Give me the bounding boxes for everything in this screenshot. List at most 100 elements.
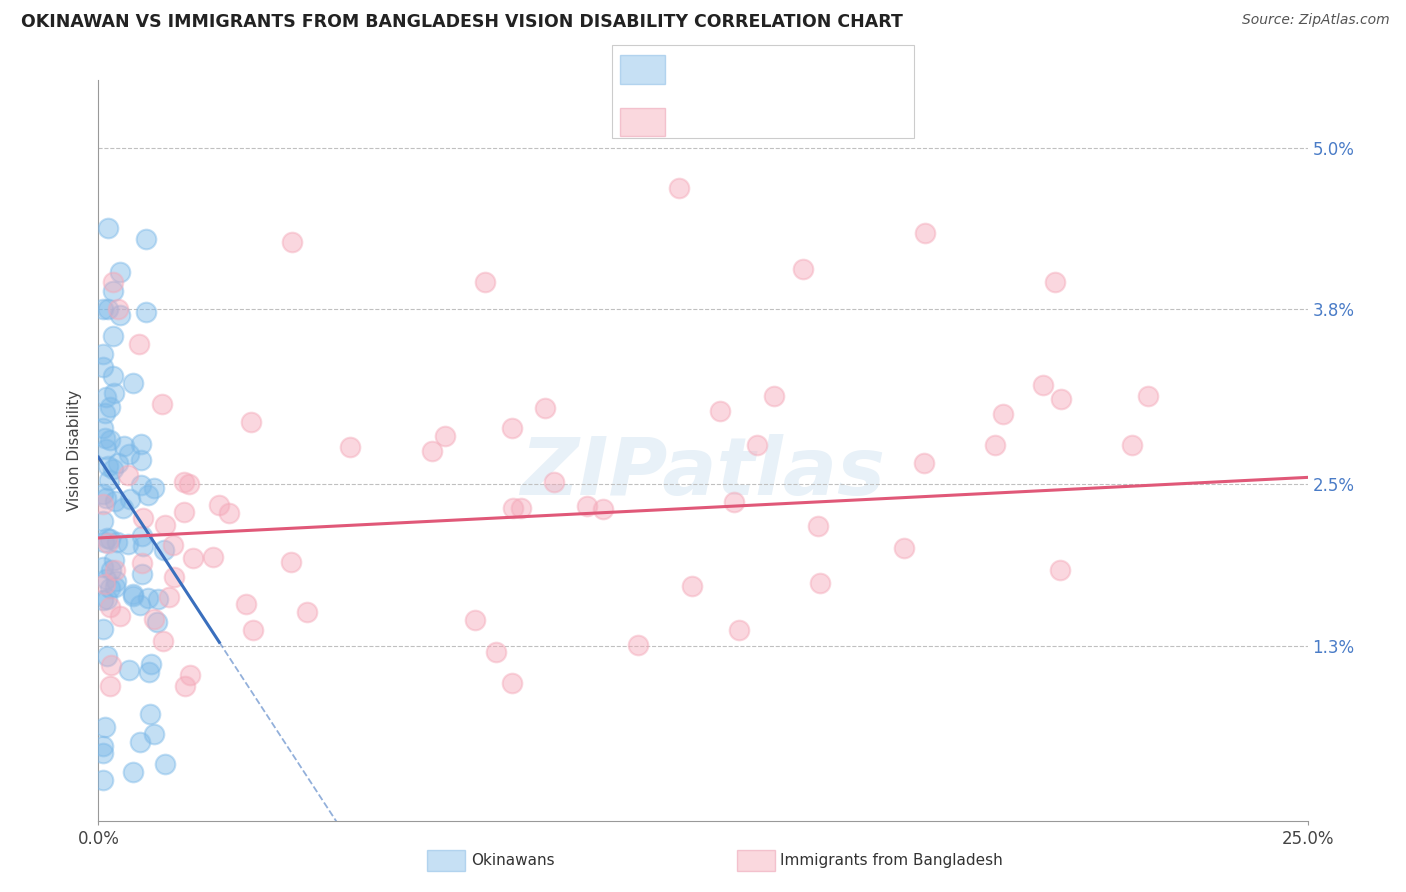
Point	[98, 473, 121, 487]
Point	[993, 407, 1015, 421]
Point	[94, 431, 117, 445]
Point	[146, 615, 169, 630]
Text: R =: R =	[671, 113, 707, 131]
Point	[202, 549, 225, 564]
Point	[91, 739, 114, 754]
Point	[98, 532, 121, 546]
Point	[122, 376, 145, 391]
Point	[103, 553, 125, 567]
Text: 72: 72	[804, 113, 828, 131]
Point	[101, 369, 124, 384]
Point	[91, 515, 114, 529]
Point	[129, 437, 152, 451]
Point	[100, 563, 122, 577]
Point	[339, 441, 361, 455]
Point	[420, 443, 443, 458]
Point	[157, 590, 180, 604]
Point	[91, 487, 114, 501]
Point	[576, 500, 599, 514]
Point	[96, 649, 118, 664]
Point	[173, 475, 195, 490]
Point	[155, 517, 177, 532]
Point	[129, 734, 152, 748]
Y-axis label: Vision Disability: Vision Disability	[67, 390, 83, 511]
Point	[107, 456, 129, 470]
Text: ZIPatlas: ZIPatlas	[520, 434, 886, 512]
Point	[627, 638, 650, 652]
Point	[118, 447, 141, 461]
Point	[984, 438, 1007, 452]
Point	[122, 764, 145, 779]
Point	[218, 506, 240, 520]
Point	[91, 359, 114, 374]
Point	[94, 390, 117, 404]
Point	[139, 657, 162, 671]
Point	[101, 329, 124, 343]
Point	[118, 491, 141, 506]
Point	[135, 232, 157, 246]
Point	[105, 535, 128, 549]
Point	[98, 400, 121, 414]
Point	[118, 663, 141, 677]
Text: Immigrants from Bangladesh: Immigrants from Bangladesh	[780, 854, 1002, 868]
Text: OKINAWAN VS IMMIGRANTS FROM BANGLADESH VISION DISABILITY CORRELATION CHART: OKINAWAN VS IMMIGRANTS FROM BANGLADESH V…	[21, 13, 903, 31]
Point	[281, 235, 304, 249]
Text: Source: ZipAtlas.com: Source: ZipAtlas.com	[1241, 13, 1389, 28]
Point	[295, 605, 318, 619]
Point	[97, 458, 120, 473]
Point	[136, 488, 159, 502]
Point	[97, 221, 120, 235]
Point	[108, 308, 131, 322]
Point	[91, 773, 114, 788]
Point	[239, 416, 262, 430]
Point	[893, 541, 915, 555]
Point	[138, 665, 160, 679]
Point	[1049, 563, 1071, 577]
Point	[723, 494, 745, 508]
Point	[792, 262, 814, 277]
Point	[101, 285, 124, 299]
Point	[111, 500, 134, 515]
Point	[681, 579, 703, 593]
Point	[98, 600, 121, 615]
Point	[93, 534, 115, 549]
Point	[100, 679, 122, 693]
Point	[138, 707, 160, 722]
Point	[107, 302, 129, 317]
Point	[129, 452, 152, 467]
Point	[117, 468, 139, 483]
Point	[101, 462, 124, 476]
Point	[464, 613, 486, 627]
Point	[280, 555, 302, 569]
Point	[1043, 275, 1066, 289]
Point	[1032, 378, 1054, 392]
Point	[108, 609, 131, 624]
Point	[1050, 392, 1073, 407]
Point	[173, 679, 195, 693]
Point	[104, 564, 127, 578]
Point	[98, 581, 121, 595]
Point	[101, 275, 124, 289]
Text: -0.092: -0.092	[702, 61, 761, 78]
Point	[807, 518, 830, 533]
Point	[208, 498, 231, 512]
Point	[132, 539, 155, 553]
Text: N =: N =	[773, 113, 810, 131]
Point	[132, 511, 155, 525]
Point	[93, 302, 115, 317]
Point	[592, 501, 614, 516]
Point	[177, 477, 200, 491]
Point	[91, 559, 114, 574]
Point	[152, 634, 174, 648]
Point	[162, 538, 184, 552]
Text: 76: 76	[804, 61, 827, 78]
Point	[153, 756, 176, 771]
Point	[91, 622, 114, 636]
Point	[745, 438, 768, 452]
Point	[762, 389, 785, 403]
Point	[163, 570, 186, 584]
Point	[484, 645, 506, 659]
Point	[152, 543, 174, 558]
Text: Okinawans: Okinawans	[471, 854, 554, 868]
Text: 0.144: 0.144	[707, 113, 759, 131]
